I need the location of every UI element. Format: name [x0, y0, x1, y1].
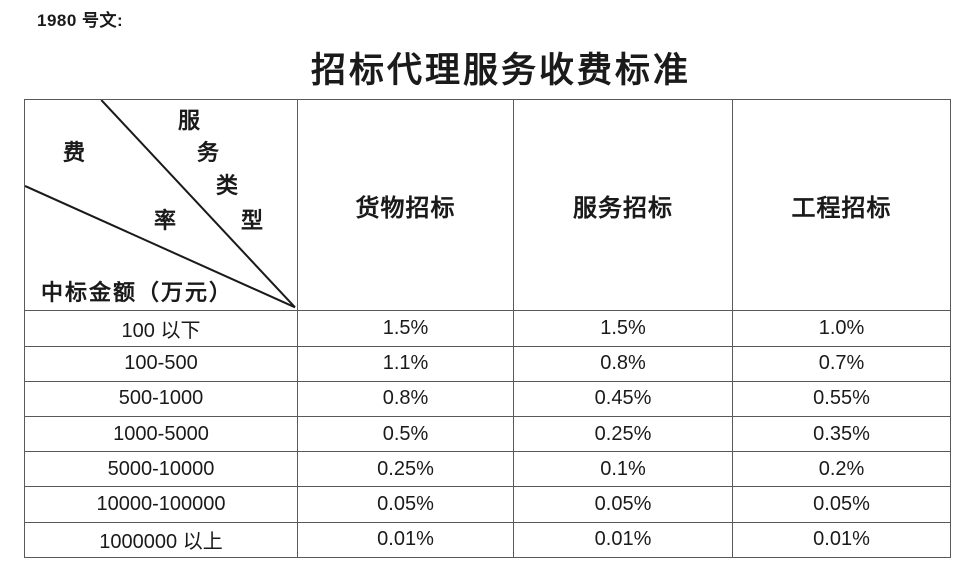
fee-value: 0.7%: [732, 345, 951, 382]
diagonal-line-lower: [25, 185, 296, 309]
fee-value: 0.25%: [513, 416, 733, 453]
fee-value: 0.8%: [297, 380, 514, 418]
fee-value: 0.55%: [732, 380, 951, 418]
fee-schedule-table: 服 务 类 型 费 率 中标金额（万元） 货物招标 服务招标 工程招标 100 …: [24, 98, 951, 559]
table-row: 1000000 以上 0.01% 0.01% 0.01%: [24, 521, 951, 559]
diagonal-header-inner: 服 务 类 型 费 率 中标金额（万元）: [25, 100, 297, 310]
fee-value: 0.25%: [297, 451, 514, 488]
fee-table: 服 务 类 型 费 率 中标金额（万元） 货物招标 服务招标 工程招标 100 …: [24, 98, 951, 559]
fee-value: 0.1%: [513, 451, 733, 488]
diagonal-line-upper: [100, 100, 296, 309]
service-type-char-1: 服: [177, 108, 201, 133]
fee-value: 0.05%: [732, 486, 951, 523]
row-label: 500-1000: [24, 380, 298, 418]
header-row: 服 务 类 型 费 率 中标金额（万元） 货物招标 服务招标 工程招标: [24, 98, 951, 312]
row-label: 100 以下: [24, 310, 298, 347]
page-title: 招标代理服务收费标准: [310, 51, 691, 90]
table-row: 100 以下 1.5% 1.5% 1.0%: [24, 310, 951, 347]
column-header-engineering-bidding: 工程招标: [732, 98, 951, 312]
fee-value: 0.45%: [513, 380, 733, 418]
row-label: 10000-100000: [24, 486, 298, 523]
fee-value: 1.0%: [732, 310, 951, 347]
diagonal-header-cell: 服 务 类 型 费 率 中标金额（万元）: [24, 98, 298, 312]
service-type-char-3: 类: [215, 173, 239, 198]
fee-rate-char-2: 率: [153, 208, 177, 233]
fee-value: 0.05%: [513, 486, 733, 523]
fee-value: 0.8%: [513, 345, 733, 382]
row-label: 1000-5000: [24, 416, 298, 453]
table-row: 5000-10000 0.25% 0.1% 0.2%: [24, 451, 951, 488]
row-label: 1000000 以上: [24, 521, 298, 559]
column-header-service-bidding: 服务招标: [513, 98, 733, 312]
fee-value: 0.01%: [297, 521, 514, 559]
fee-rate-char-1: 费: [62, 140, 86, 165]
service-type-char-2: 务: [196, 140, 220, 165]
fee-value: 1.5%: [297, 310, 514, 347]
fee-value: 0.5%: [297, 416, 514, 453]
row-label: 5000-10000: [24, 451, 298, 488]
table-row: 500-1000 0.8% 0.45% 0.55%: [24, 380, 951, 418]
doc-number-label: 1980 号文:: [37, 11, 124, 30]
amount-axis-label: 中标金额（万元）: [41, 280, 234, 306]
fee-value: 1.5%: [513, 310, 733, 347]
fee-value: 0.35%: [732, 416, 951, 453]
table-row: 10000-100000 0.05% 0.05% 0.05%: [24, 486, 951, 523]
fee-value: 0.01%: [513, 521, 733, 559]
row-label: 100-500: [24, 345, 298, 382]
table-row: 1000-5000 0.5% 0.25% 0.35%: [24, 416, 951, 453]
diagonal-lines: [25, 100, 296, 309]
fee-value: 0.01%: [732, 521, 951, 559]
fee-value: 0.2%: [732, 451, 951, 488]
table-row: 100-500 1.1% 0.8% 0.7%: [24, 345, 951, 382]
service-type-char-4: 型: [240, 208, 264, 233]
fee-value: 0.05%: [297, 486, 514, 523]
column-header-goods-bidding: 货物招标: [297, 98, 514, 312]
fee-value: 1.1%: [297, 345, 514, 382]
